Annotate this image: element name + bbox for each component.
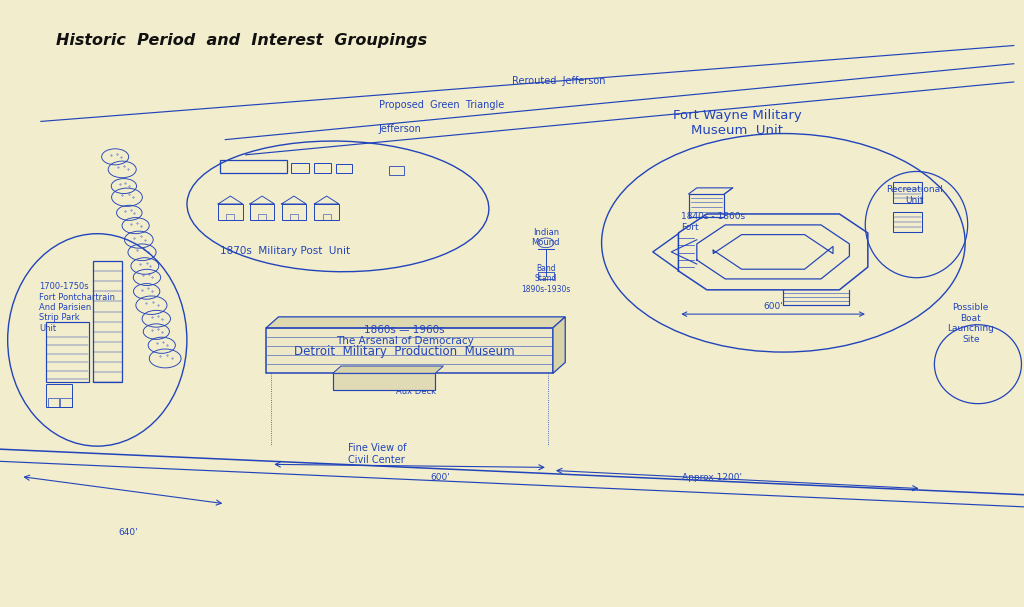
FancyBboxPatch shape	[46, 322, 89, 382]
Text: Indian
Mound: Indian Mound	[531, 228, 560, 247]
Text: Jefferson: Jefferson	[379, 124, 422, 134]
Text: Proposed  Green  Triangle: Proposed Green Triangle	[379, 100, 504, 110]
FancyBboxPatch shape	[333, 373, 435, 390]
Text: 1700-1750s
Fort Pontchartrain
And Parisien
Strip Park
Unit: 1700-1750s Fort Pontchartrain And Parisi…	[39, 282, 115, 333]
Text: 600': 600'	[763, 302, 783, 311]
Text: Aux Deck: Aux Deck	[395, 387, 436, 396]
FancyBboxPatch shape	[93, 261, 122, 382]
Text: Fine View of
Civil Center: Fine View of Civil Center	[348, 443, 407, 465]
Text: 1870s  Military Post  Unit: 1870s Military Post Unit	[220, 246, 350, 256]
Polygon shape	[333, 366, 443, 373]
Polygon shape	[553, 317, 565, 373]
FancyBboxPatch shape	[893, 182, 922, 203]
Text: Band
Stand
1890s-1930s: Band Stand 1890s-1930s	[521, 264, 570, 294]
FancyBboxPatch shape	[893, 212, 922, 232]
Text: Fort Wayne Military
Museum  Unit: Fort Wayne Military Museum Unit	[673, 109, 802, 137]
Text: 1840s - 1860s
Fort: 1840s - 1860s Fort	[681, 212, 745, 232]
FancyBboxPatch shape	[266, 328, 553, 373]
Text: Historic  Period  and  Interest  Groupings: Historic Period and Interest Groupings	[56, 33, 427, 49]
Text: Possible
Boat
Launching
Site: Possible Boat Launching Site	[947, 304, 994, 344]
Text: 600': 600'	[430, 473, 451, 483]
Text: Recreational
Unit: Recreational Unit	[886, 185, 943, 205]
Text: 640': 640'	[118, 528, 138, 537]
Text: Approx 1200': Approx 1200'	[682, 473, 741, 483]
Text: 1860s — 1960s
The Arsenal of Democracy: 1860s — 1960s The Arsenal of Democracy	[336, 325, 473, 347]
Polygon shape	[266, 317, 565, 328]
Text: Rerouted  Jefferson: Rerouted Jefferson	[512, 76, 605, 86]
FancyBboxPatch shape	[688, 194, 725, 217]
Text: Detroit  Military  Production  Museum: Detroit Military Production Museum	[294, 345, 515, 358]
